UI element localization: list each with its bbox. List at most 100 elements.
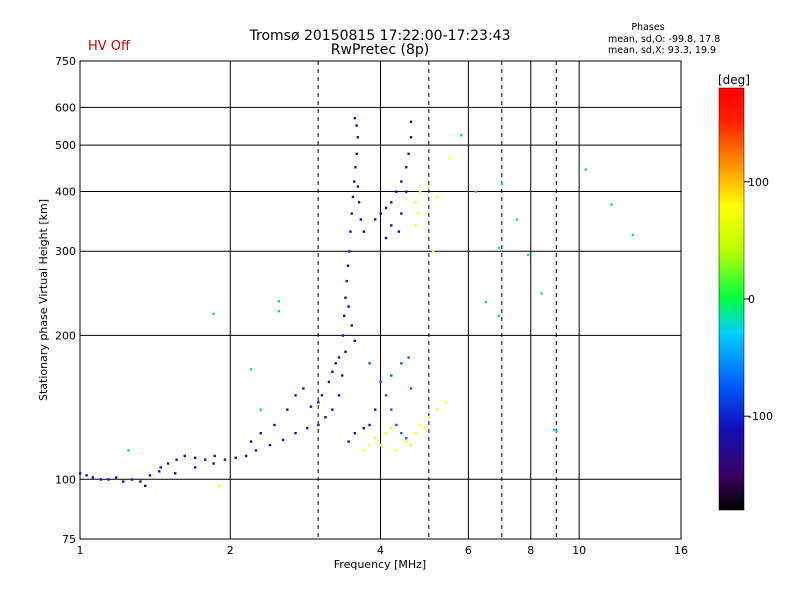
- data-point: [374, 218, 377, 221]
- data-point: [351, 195, 355, 199]
- data-point: [390, 201, 393, 204]
- data-point: [359, 218, 363, 221]
- data-point: [390, 374, 393, 377]
- data-point: [400, 362, 403, 365]
- data-point: [400, 212, 403, 215]
- data-point: [85, 474, 88, 477]
- x-tick-label: 16: [674, 544, 688, 557]
- x-axis-ticks: 1 2 4 6 8 10 16: [77, 544, 689, 557]
- data-point: [384, 236, 388, 240]
- data-point: [474, 190, 477, 193]
- data-point: [91, 476, 95, 479]
- data-point: [497, 246, 501, 250]
- data-point: [405, 166, 408, 169]
- data-point: [444, 401, 447, 404]
- data-point: [148, 474, 152, 477]
- data-point: [555, 430, 558, 433]
- data-point: [281, 438, 285, 442]
- data-point: [527, 253, 530, 257]
- data-point: [166, 462, 170, 465]
- data-point: [203, 458, 207, 461]
- data-point: [379, 443, 382, 447]
- data-point: [355, 152, 358, 156]
- y-tick-label: 600: [55, 101, 76, 114]
- phase-o-stats: mean, sd,O: -99.8, 17.8: [608, 34, 720, 45]
- data-point: [259, 408, 262, 411]
- data-point: [223, 458, 227, 461]
- y-tick-label: 300: [55, 245, 76, 258]
- data-points: [79, 116, 635, 488]
- data-point: [416, 212, 420, 215]
- data-point: [460, 134, 463, 137]
- hv-status-label: HV Off: [88, 39, 131, 54]
- data-point: [345, 279, 348, 283]
- data-point: [175, 458, 178, 461]
- data-point: [139, 480, 142, 483]
- data-point: [409, 443, 413, 447]
- data-point: [414, 224, 417, 227]
- data-point: [414, 201, 417, 204]
- data-point: [405, 190, 408, 193]
- data-point: [183, 454, 186, 458]
- data-point: [368, 423, 371, 427]
- data-point: [353, 339, 357, 343]
- y-tick-label: 200: [55, 329, 76, 342]
- data-point: [356, 185, 360, 188]
- data-point: [407, 152, 410, 156]
- x-tick-label: 2: [227, 544, 234, 557]
- data-point: [331, 370, 334, 373]
- data-point: [353, 116, 357, 120]
- data-point: [344, 350, 347, 353]
- data-point: [368, 443, 371, 447]
- data-point: [409, 136, 413, 139]
- data-point: [158, 470, 161, 473]
- data-point: [99, 478, 103, 481]
- data-point: [114, 476, 118, 479]
- y-axis-ticks: 75 100 200 300 400 500 600 750: [55, 55, 76, 546]
- x-tick-label: 10: [572, 544, 586, 557]
- data-point: [368, 362, 371, 365]
- data-point: [432, 250, 435, 253]
- data-point: [362, 427, 366, 430]
- data-point: [212, 312, 215, 316]
- x-tick-label: 8: [527, 544, 534, 557]
- data-point: [374, 436, 377, 440]
- data-point: [350, 324, 353, 327]
- data-point: [350, 212, 353, 215]
- chart-title-line1: Tromsø 20150815 17:22:00-17:23:43: [249, 28, 511, 44]
- data-point: [244, 454, 248, 458]
- data-point: [436, 408, 439, 411]
- colorbar-ticks: 100 0 -100: [744, 176, 773, 423]
- data-point: [306, 427, 309, 430]
- y-tick-label: 500: [55, 139, 76, 152]
- colorbar-tick-label: 0: [748, 293, 755, 306]
- data-point: [390, 224, 393, 227]
- data-point: [397, 230, 401, 233]
- data-point: [384, 431, 388, 435]
- data-point: [419, 423, 422, 427]
- y-tick-label: 100: [55, 473, 76, 486]
- data-point: [337, 356, 341, 359]
- data-point: [320, 394, 324, 397]
- data-point: [436, 195, 439, 199]
- data-point: [540, 292, 543, 295]
- data-point: [249, 368, 253, 371]
- data-point: [218, 484, 221, 488]
- data-point: [130, 478, 134, 481]
- data-point: [341, 374, 344, 377]
- data-point: [234, 456, 238, 460]
- data-point: [317, 423, 320, 427]
- data-point: [497, 314, 501, 318]
- data-point: [331, 408, 334, 411]
- data-point: [342, 314, 346, 318]
- data-point: [353, 431, 357, 435]
- data-point: [317, 401, 320, 404]
- data-point: [159, 466, 162, 469]
- y-axis-label: Stationary phase Virtual Height [km]: [37, 199, 50, 401]
- data-point: [273, 423, 276, 427]
- data-point: [144, 484, 147, 488]
- data-point: [324, 415, 327, 419]
- data-point: [302, 387, 305, 390]
- data-point: [423, 427, 426, 430]
